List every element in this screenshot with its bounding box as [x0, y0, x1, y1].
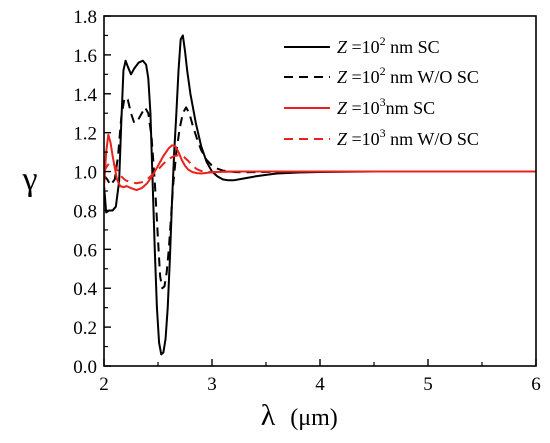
- legend-mid: =10: [347, 37, 380, 57]
- legend-sup: 3: [380, 126, 386, 140]
- ticks-layer: 2 3 4 5 6 0.0 0.2 0.4 0.6 0.8 1.0 1.2 1.4 1.6 1.8: [73, 7, 541, 395]
- legend-suffix: nm W/O SC: [386, 129, 479, 149]
- series-line-1: [104, 34, 536, 356]
- legend-label-2: Z =102 nm W/O SC: [337, 64, 479, 87]
- y-tick-label: 0.8: [73, 201, 97, 222]
- x-axis-unit: (μm): [290, 405, 338, 431]
- legend-suffix: nm SC: [386, 98, 436, 118]
- y-tick-label: 0.6: [73, 240, 97, 261]
- legend-sup: 2: [380, 64, 386, 78]
- x-tick-label: 4: [315, 374, 325, 395]
- y-tick-label: 1.6: [73, 46, 97, 67]
- y-axis-title: γ: [21, 161, 37, 198]
- legend-sup: 2: [380, 34, 386, 48]
- series-line-4: [104, 154, 536, 185]
- legend-suffix: nm W/O SC: [386, 67, 479, 87]
- y-tick-label: 1.8: [73, 7, 97, 28]
- y-tick-label: 1.4: [73, 85, 97, 106]
- x-tick-label: 2: [99, 374, 109, 395]
- legend-mid: =10: [347, 67, 380, 87]
- legend-label-1: Z =102 nm SC: [337, 34, 440, 57]
- legend-label-4: Z =103 nm W/O SC: [337, 126, 479, 149]
- series-line-2: [104, 96, 536, 290]
- x-tick-label: 5: [423, 374, 433, 395]
- legend-var: Z: [337, 67, 348, 87]
- y-tick-label: 0.2: [73, 318, 97, 339]
- y-tick-label: 1.2: [73, 124, 97, 145]
- y-tick-label: 0.0: [73, 357, 97, 378]
- legend-var: Z: [337, 37, 348, 57]
- legend-var: Z: [337, 98, 348, 118]
- y-tick-label: 1.0: [73, 163, 97, 184]
- x-tick-label: 6: [531, 374, 541, 395]
- legend-mid: =10: [347, 129, 380, 149]
- x-axis-title: λ: [261, 399, 276, 432]
- legend-suffix: nm SC: [386, 37, 440, 57]
- legend-var: Z: [337, 129, 348, 149]
- legend: Z =102 nm SCZ =102 nm W/O SCZ =103nm SCZ…: [284, 34, 479, 149]
- legend-label-3: Z =103nm SC: [337, 95, 435, 118]
- series-layer: [104, 34, 536, 356]
- legend-sup: 3: [380, 95, 386, 109]
- y-tick-label: 0.4: [73, 279, 97, 300]
- x-tick-label: 3: [207, 374, 217, 395]
- legend-mid: =10: [347, 98, 380, 118]
